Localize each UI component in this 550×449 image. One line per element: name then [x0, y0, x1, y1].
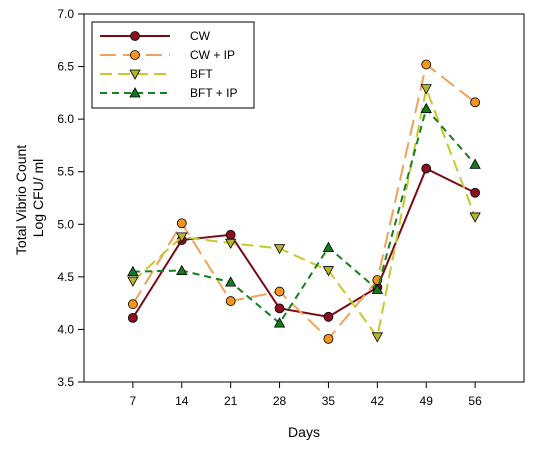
plot-frame — [83, 13, 525, 383]
data-point — [274, 286, 285, 297]
x-tick-label: 42 — [371, 394, 385, 408]
series-line — [132, 167, 476, 319]
series-line — [132, 106, 476, 325]
data-point — [322, 266, 335, 277]
x-tick-label: 21 — [224, 394, 238, 408]
x-tick-label: 28 — [273, 394, 287, 408]
legend-item: CW + IP — [100, 48, 235, 62]
legend-item: CW — [100, 29, 211, 43]
data-point — [176, 218, 187, 229]
data-point — [421, 59, 432, 70]
series-3 — [127, 84, 481, 343]
series-4 — [127, 102, 481, 328]
legend-label: CW + IP — [190, 48, 235, 62]
legend-swatch-marker — [129, 87, 141, 98]
legend-label: CW — [190, 29, 211, 43]
x-tick-label: 49 — [420, 394, 434, 408]
data-point — [176, 232, 188, 243]
y-axis-title-line-2: Log CFU/ ml — [30, 159, 46, 238]
data-point — [470, 187, 481, 198]
data-point — [225, 296, 236, 306]
data-point — [127, 299, 138, 310]
x-tick-label: 7 — [130, 394, 137, 408]
data-point — [323, 333, 334, 344]
data-point — [273, 317, 286, 328]
data-point — [274, 303, 285, 314]
x-tick-label: 35 — [322, 394, 336, 408]
y-tick-label: 6.5 — [57, 60, 74, 74]
legend-item: BFT — [100, 67, 213, 81]
series-line — [132, 62, 476, 341]
y-axis-title: Total Vibrio Count Log CFU/ ml — [13, 141, 46, 255]
y-tick-label: 5.5 — [57, 165, 74, 179]
data-point — [469, 158, 481, 169]
legend: CW CW + IP BFT BFT + IP — [91, 21, 255, 109]
data-point — [127, 265, 139, 277]
data-point — [127, 312, 138, 323]
x-tick-label: 56 — [468, 394, 482, 408]
data-point — [273, 244, 286, 255]
y-axis-title-line-1: Total Vibrio Count — [13, 145, 29, 255]
legend-item: BFT + IP — [100, 86, 237, 100]
series-1 — [127, 163, 481, 323]
data-point — [322, 241, 335, 252]
data-point — [469, 212, 481, 223]
data-point — [420, 84, 432, 95]
data-point — [421, 163, 432, 174]
y-tick-label: 5.0 — [57, 217, 74, 231]
legend-swatch-marker — [130, 31, 140, 41]
data-point — [225, 229, 236, 240]
data-point — [371, 283, 384, 294]
x-tick-label: 14 — [175, 394, 189, 408]
data-point — [420, 102, 432, 114]
data-point — [323, 311, 334, 322]
data-point — [127, 276, 139, 287]
y-tick-label: 4.0 — [57, 322, 74, 336]
data-point — [176, 264, 188, 275]
legend-label: BFT + IP — [190, 86, 237, 100]
data-point — [224, 276, 237, 287]
y-tick-label: 7.0 — [57, 7, 74, 21]
y-tick-label: 3.5 — [57, 375, 74, 389]
legend-swatch-marker — [129, 69, 141, 80]
series-line — [132, 85, 477, 340]
data-point — [371, 332, 384, 343]
plot-axes: 3.5 4.0 4.5 5.0 5.5 6.0 6.5 7.0 7 14 21 28 35 42 49 56 — [57, 7, 525, 408]
data-point — [470, 97, 481, 108]
legend-label: BFT — [190, 67, 213, 81]
data-point — [224, 238, 237, 250]
y-tick-label: 6.0 — [57, 112, 74, 126]
x-axis-title: Days — [288, 424, 320, 440]
legend-swatch-marker — [130, 50, 140, 60]
y-tick-label: 4.5 — [57, 270, 74, 284]
series-layer — [127, 59, 481, 344]
